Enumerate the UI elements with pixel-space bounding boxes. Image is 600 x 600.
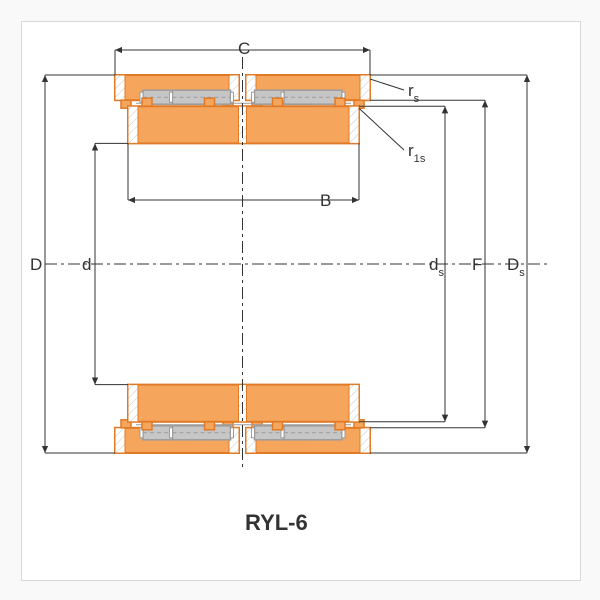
svg-text:rs: rs — [408, 81, 420, 105]
diagram-title: RYL-6 — [245, 510, 308, 536]
svg-text:d: d — [82, 255, 91, 274]
svg-text:B: B — [320, 191, 331, 210]
svg-text:D: D — [30, 255, 42, 274]
svg-text:F: F — [472, 255, 482, 274]
svg-text:ds: ds — [429, 255, 444, 279]
svg-text:r1s: r1s — [408, 141, 426, 165]
svg-text:C: C — [238, 39, 250, 58]
svg-text:Ds: Ds — [507, 255, 525, 279]
